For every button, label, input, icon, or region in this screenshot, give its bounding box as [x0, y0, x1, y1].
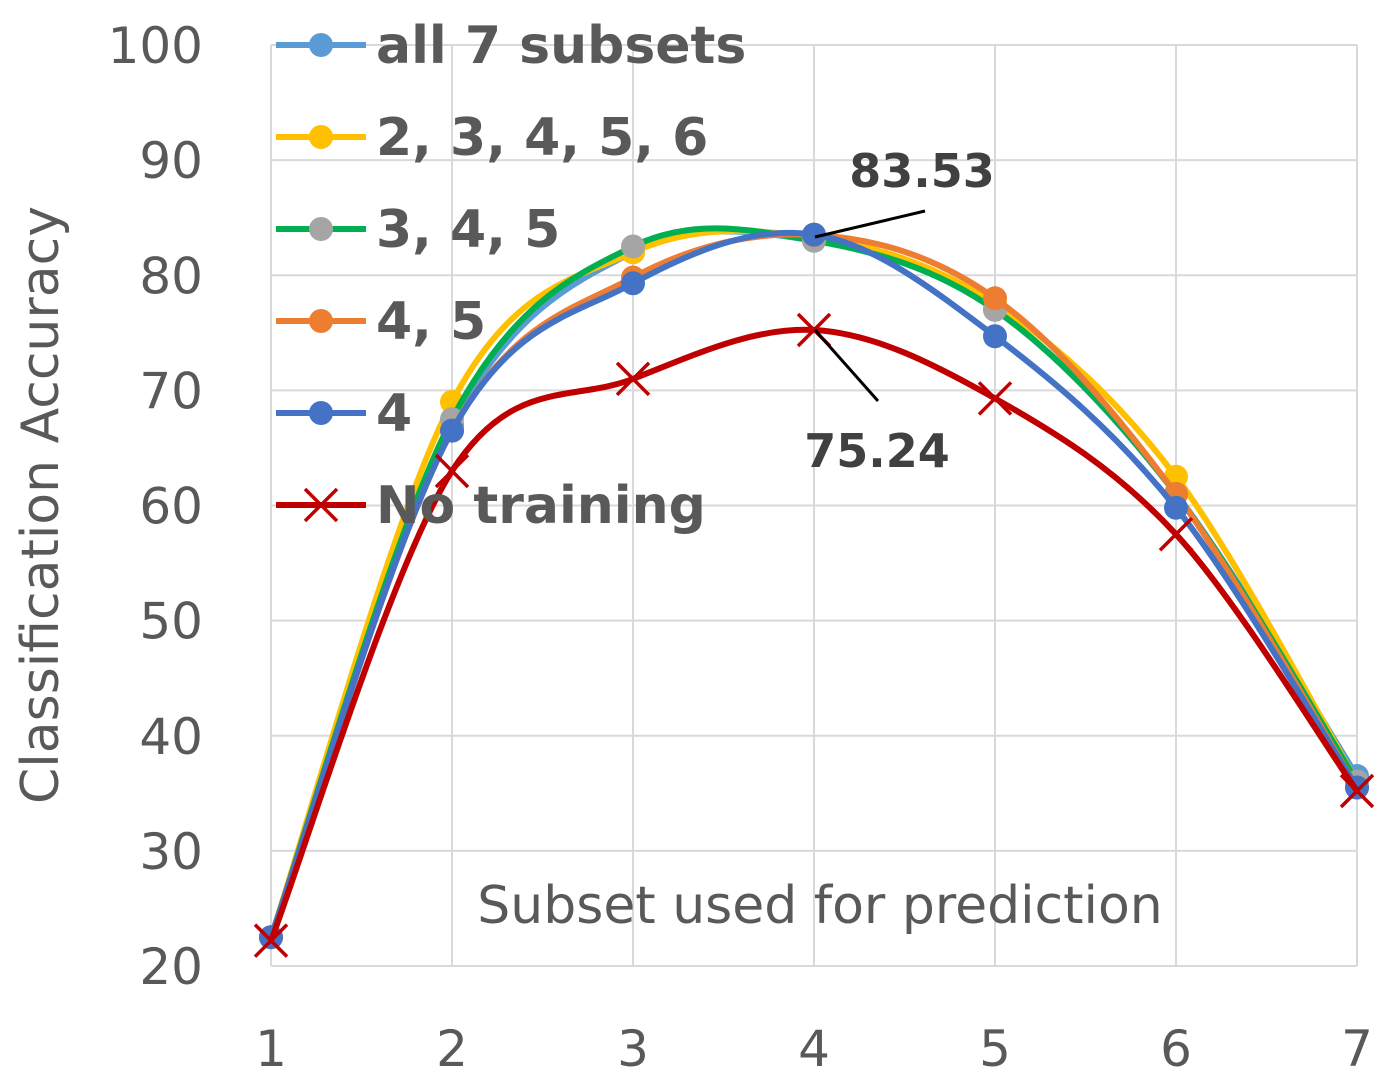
y-axis-ticks: 20 30 40 50 60 70 80 90 100: [108, 17, 203, 996]
x-axis-ticks: 1 2 3 4 5 6 7: [255, 1020, 1373, 1078]
annotation-leader-lower: [813, 329, 880, 402]
data-point: [621, 234, 645, 259]
x-tick-label: 4: [798, 1020, 830, 1078]
x-tick-label: 1: [255, 1020, 287, 1078]
legend-label: 3, 4, 5: [376, 200, 560, 260]
data-point: [983, 286, 1007, 311]
legend-item: 4: [276, 384, 412, 444]
legend-label: all 7 subsets: [376, 16, 746, 76]
legend-label: No training: [376, 476, 706, 536]
x-tick-label: 7: [1341, 1020, 1373, 1078]
legend-swatch-marker: [309, 309, 333, 333]
legend-swatch-marker: [303, 487, 339, 523]
legend-swatch-marker: [309, 125, 333, 149]
y-tick-label: 50: [139, 593, 203, 651]
legend-label: 4: [376, 384, 412, 444]
data-point: [253, 923, 289, 958]
legend-swatch-marker: [309, 217, 333, 241]
x-tick-label: 6: [1160, 1020, 1192, 1078]
x-tick-label: 5: [979, 1020, 1011, 1078]
legend-swatch-marker: [309, 401, 333, 425]
data-point: [977, 381, 1013, 416]
data-point: [615, 361, 651, 397]
data-point: [1164, 495, 1188, 520]
data-point: [1158, 517, 1194, 552]
y-tick-label: 20: [139, 938, 203, 996]
series-no-training: [253, 312, 1375, 958]
legend-swatch-marker: [309, 33, 333, 57]
x-tick-label: 2: [436, 1020, 468, 1078]
y-tick-label: 30: [139, 823, 203, 881]
series-4: [259, 222, 1369, 950]
data-point: [802, 222, 826, 247]
y-tick-label: 80: [139, 247, 203, 305]
data-point: [621, 271, 645, 296]
y-axis-title: Classification Accuracy: [11, 206, 71, 804]
legend-label: 4, 5: [376, 292, 486, 352]
data-point: [983, 324, 1007, 349]
y-tick-label: 90: [139, 132, 203, 190]
y-tick-label: 70: [139, 362, 203, 420]
data-point: [1339, 773, 1375, 809]
y-tick-label: 40: [139, 708, 203, 766]
legend-item: 2, 3, 4, 5, 6: [276, 108, 708, 168]
legend: all 7 subsets 2, 3, 4, 5, 6 3, 4, 5 4, 5 4 No…: [276, 16, 746, 536]
y-tick-label: 100: [108, 17, 203, 75]
legend-item: all 7 subsets: [276, 16, 746, 76]
x-axis-title: Subset used for prediction: [477, 876, 1162, 936]
legend-item: No training: [276, 476, 706, 536]
annotation-75-24: 75.24: [804, 424, 950, 478]
x-tick-label: 3: [617, 1020, 649, 1078]
annotation-leader-upper: [814, 209, 926, 239]
annotation-layer: 83.53 75.24: [804, 144, 995, 478]
annotation-83-53: 83.53: [849, 144, 995, 198]
data-point: [440, 418, 464, 443]
legend-item: 4, 5: [276, 292, 486, 352]
y-tick-label: 60: [139, 478, 203, 536]
legend-item: 3, 4, 5: [276, 200, 560, 260]
legend-label: 2, 3, 4, 5, 6: [376, 108, 708, 168]
data-point: [434, 453, 470, 489]
